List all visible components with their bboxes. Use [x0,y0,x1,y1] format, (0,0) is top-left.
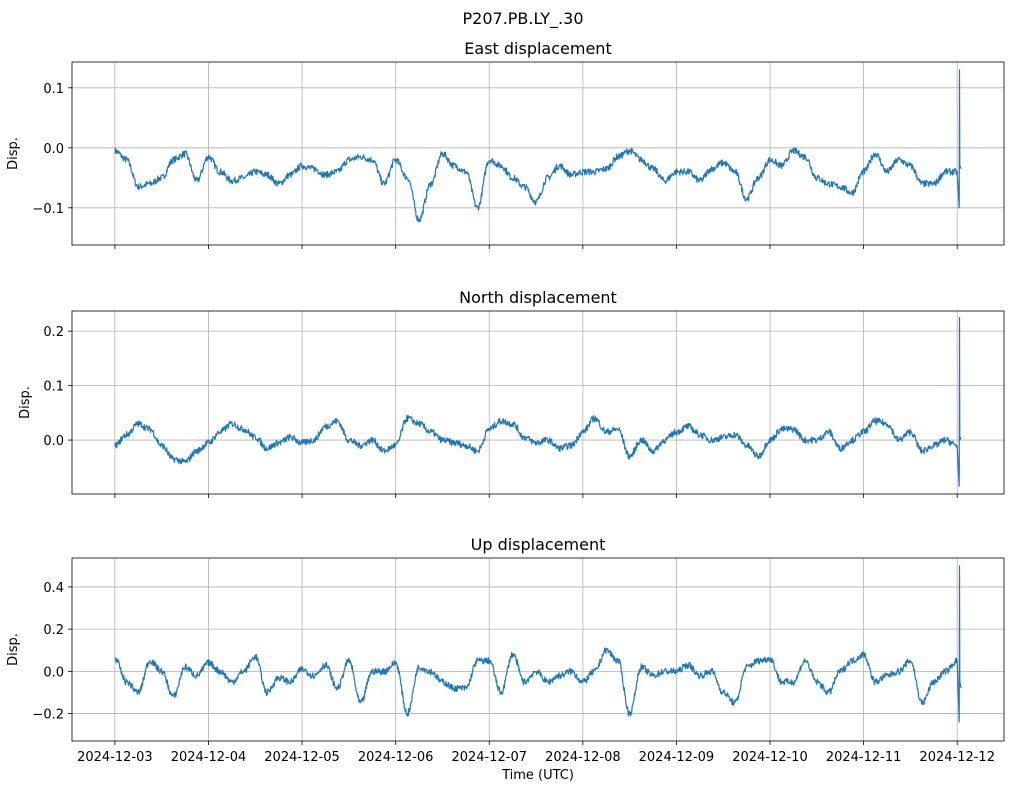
axes-frame [71,557,1005,742]
y-tick-label: 0.0 [43,142,64,157]
y-tick-label: 0.1 [43,380,64,395]
x-axis-label: Time (UTC) [501,768,574,783]
subplot-title: Up displacement [471,535,606,554]
y-tick-label: −0.1 [32,202,64,217]
x-tick-label: 2024-12-05 [264,750,340,765]
subplot-title: North displacement [459,288,617,307]
x-tick-label: 2024-12-04 [171,750,247,765]
figure-title: P207.PB.LY_.30 [463,9,584,29]
y-tick-label: 0.0 [43,665,64,680]
subplot-up: Up displacement 2024-12-03 2024-12-04 2024-… [6,535,1005,783]
subplot-title: East displacement [464,39,611,58]
y-axis-label: Disp. [6,633,21,666]
y-tick-label: −0.2 [32,708,64,723]
x-tick-label: 2024-12-10 [732,750,808,765]
x-tick-label: 2024-12-03 [77,750,153,765]
x-tick-label: 2024-12-12 [919,750,995,765]
subplot-east: East displacement 0.1 0.0 −0.1 Disp. [6,39,1005,249]
y-tick-label: 0.2 [43,623,64,638]
axes-frame [71,310,1005,495]
x-tick-label: 2024-12-07 [451,750,527,765]
x-tick-label: 2024-12-11 [826,750,902,765]
y-tick-label: 0.1 [43,82,64,97]
y-axis-label: Disp. [6,137,21,170]
y-tick-label: 0.2 [43,325,64,340]
y-tick-label: 0.4 [43,581,64,596]
x-tick-label: 2024-12-09 [639,750,715,765]
x-tick-label: 2024-12-08 [545,750,621,765]
data-series-line [114,69,962,223]
axes-frame [71,61,1005,246]
subplot-north: North displacement 0.2 0.1 0.0 Disp. [18,288,1005,498]
data-series-line [114,565,962,723]
y-axis-label: Disp. [18,386,33,419]
y-tick-label: 0.0 [43,434,64,449]
x-tick-label: 2024-12-06 [358,750,434,765]
data-series-line [114,316,962,487]
